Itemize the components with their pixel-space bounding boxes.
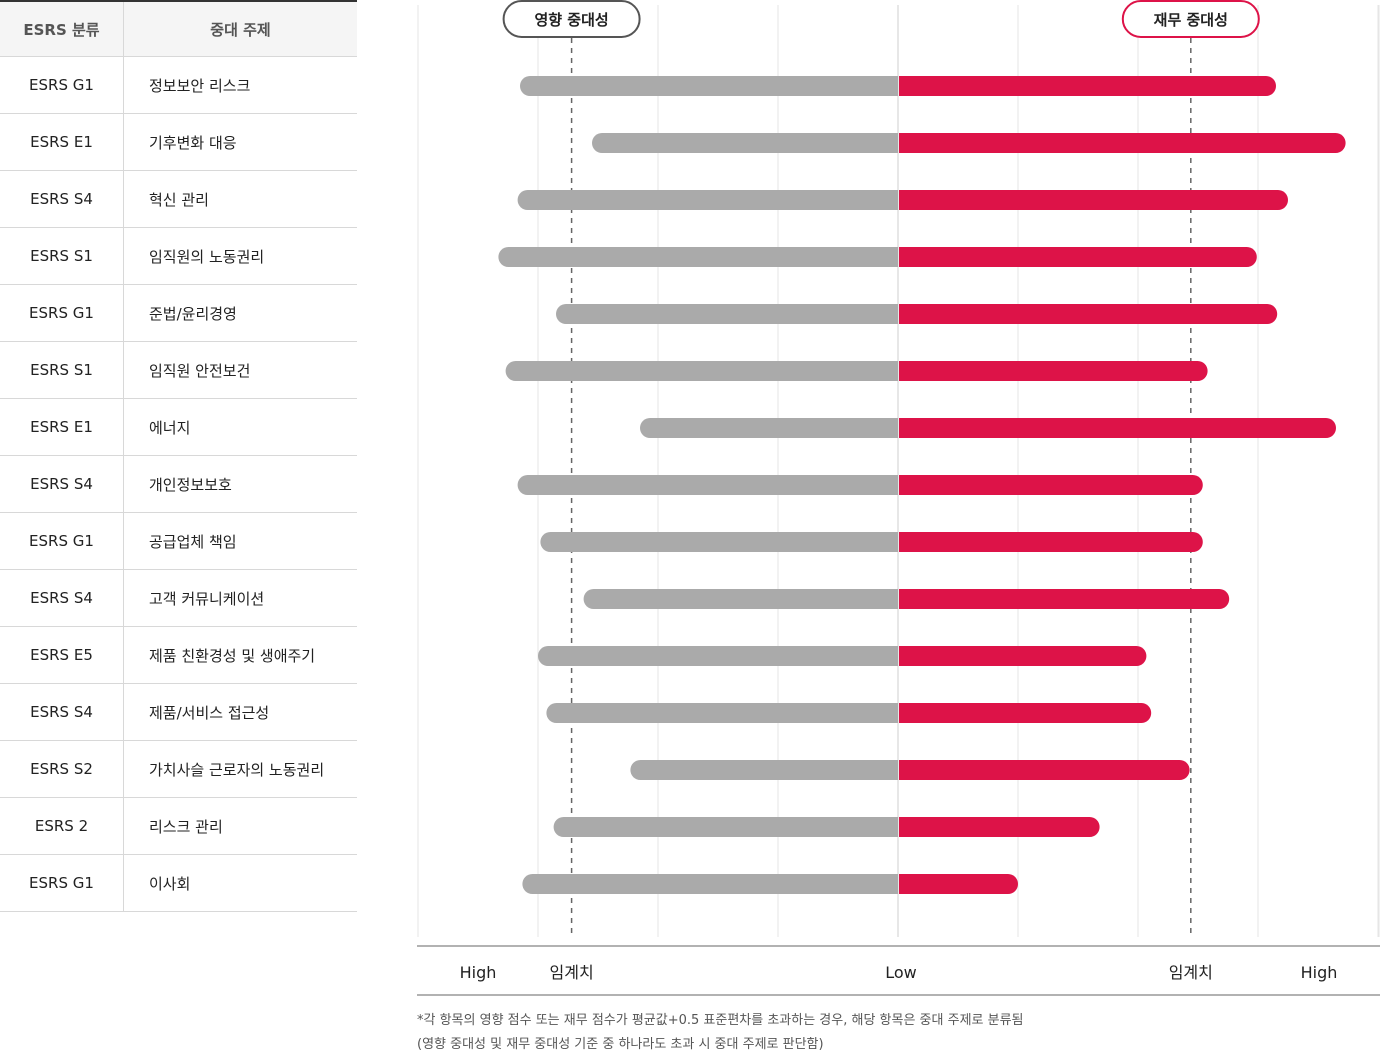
impact-bar — [546, 703, 898, 723]
chart-axis: High 임계치 Low 임계치 High — [417, 945, 1380, 996]
impact-bar — [522, 874, 898, 894]
esrs-category: ESRS S1 — [0, 342, 124, 398]
financial-materiality-label: 재무 중대성 — [1154, 11, 1228, 29]
esrs-category: ESRS S1 — [0, 228, 124, 284]
esrs-category: ESRS G1 — [0, 285, 124, 341]
material-topic: 제품/서비스 접근성 — [149, 703, 270, 722]
impact-bar — [517, 190, 898, 210]
material-topic: 이사회 — [149, 874, 191, 893]
materiality-chart: 영향 중대성 재무 중대성 High 임계치 Low 임계치 High — [417, 0, 1380, 996]
table-row: ESRS G1 공급업체 책임 — [0, 513, 357, 570]
impact-bar — [517, 475, 898, 495]
chart-bars — [498, 76, 1346, 894]
table-header: ESRS 분류 중대 주제 — [0, 0, 357, 57]
axis-label-right-high: High — [1301, 963, 1338, 982]
impact-bar — [498, 247, 898, 267]
esrs-category: ESRS E5 — [0, 627, 124, 683]
table-row: ESRS E5 제품 친환경성 및 생애주기 — [0, 627, 357, 684]
table-row: ESRS S4 제품/서비스 접근성 — [0, 684, 357, 741]
financial-bar — [899, 874, 1018, 894]
material-topic: 제품 친환경성 및 생애주기 — [149, 646, 316, 665]
esrs-category: ESRS G1 — [0, 513, 124, 569]
header-esrs: ESRS 분류 — [0, 2, 124, 56]
table-row: ESRS S2 가치사슬 근로자의 노동권리 — [0, 741, 357, 798]
table-body: ESRS G1 정보보안 리스크 ESRS E1 기후변화 대응 ESRS S4 혁신 관… — [0, 57, 357, 912]
esrs-category: ESRS G1 — [0, 57, 124, 113]
material-topic: 임직원 안전보건 — [149, 361, 251, 380]
financial-bar — [899, 247, 1257, 267]
financial-bar — [899, 475, 1203, 495]
table-row: ESRS E1 기후변화 대응 — [0, 114, 357, 171]
impact-bar — [538, 646, 898, 666]
financial-bar — [899, 817, 1100, 837]
table-row: ESRS G1 준법/윤리경영 — [0, 285, 357, 342]
impact-bar — [553, 817, 898, 837]
esrs-category: ESRS S4 — [0, 456, 124, 512]
table-row: ESRS S4 개인정보보호 — [0, 456, 357, 513]
material-topic: 공급업체 책임 — [149, 532, 237, 551]
financial-bar — [899, 361, 1208, 381]
material-topic: 에너지 — [149, 418, 191, 437]
esrs-category: ESRS S4 — [0, 171, 124, 227]
financial-bar — [899, 190, 1288, 210]
esrs-category: ESRS S4 — [0, 570, 124, 626]
financial-bar — [899, 76, 1276, 96]
impact-bar — [520, 76, 898, 96]
financial-bar — [899, 760, 1190, 780]
table-row: ESRS G1 이사회 — [0, 855, 357, 912]
legend-pills: 영향 중대성 재무 중대성 — [502, 0, 1260, 38]
material-topic: 개인정보보호 — [149, 475, 232, 494]
table-row: ESRS G1 정보보안 리스크 — [0, 57, 357, 114]
table-row: ESRS S4 고객 커뮤니케이션 — [0, 570, 357, 627]
material-topic: 리스크 관리 — [149, 817, 223, 836]
material-topic: 고객 커뮤니케이션 — [149, 589, 265, 608]
financial-bar — [899, 646, 1147, 666]
impact-materiality-pill — [502, 0, 641, 38]
financial-bar — [899, 418, 1336, 438]
material-topic: 기후변화 대응 — [149, 133, 237, 152]
impact-bar — [583, 589, 898, 609]
table-row: ESRS S1 임직원 안전보건 — [0, 342, 357, 399]
financial-bar — [899, 133, 1346, 153]
esrs-category: ESRS S4 — [0, 684, 124, 740]
financial-bar — [899, 703, 1152, 723]
table-row: ESRS S4 혁신 관리 — [0, 171, 357, 228]
esrs-category: ESRS E1 — [0, 399, 124, 455]
impact-bar — [540, 532, 898, 552]
table-row: ESRS E1 에너지 — [0, 399, 357, 456]
axis-label-center: Low — [885, 963, 917, 982]
esrs-category: ESRS G1 — [0, 855, 124, 911]
table-row: ESRS 2 리스크 관리 — [0, 798, 357, 855]
impact-bar — [556, 304, 898, 324]
axis-label-left-high: High — [460, 963, 497, 982]
footnote-line-2: (영향 중대성 및 재무 중대성 기준 중 하나라도 초과 시 중대 주제로 판… — [417, 1037, 824, 1052]
impact-bar — [592, 133, 898, 153]
material-topic: 가치사슬 근로자의 노동권리 — [149, 760, 325, 779]
materiality-table: ESRS 분류 중대 주제 ESRS G1 정보보안 리스크 ESRS E1 기후변화… — [0, 0, 357, 912]
material-topic: 임직원의 노동권리 — [149, 247, 265, 266]
esrs-category: ESRS E1 — [0, 114, 124, 170]
impact-bar — [640, 418, 898, 438]
chart-grid — [417, 5, 1380, 937]
impact-bar — [505, 361, 898, 381]
material-topic: 혁신 관리 — [149, 190, 209, 209]
table-row: ESRS S1 임직원의 노동권리 — [0, 228, 357, 285]
esrs-category: ESRS 2 — [0, 798, 124, 854]
financial-materiality-pill — [1121, 0, 1260, 38]
financial-bar — [899, 532, 1203, 552]
financial-bar — [899, 589, 1230, 609]
impact-materiality-label: 영향 중대성 — [534, 11, 608, 29]
financial-bar — [899, 304, 1278, 324]
material-topic: 준법/윤리경영 — [149, 304, 237, 323]
axis-label-right-threshold: 임계치 — [1169, 963, 1213, 982]
axis-label-left-threshold: 임계치 — [550, 963, 594, 982]
header-topic: 중대 주제 — [210, 20, 271, 39]
esrs-category: ESRS S2 — [0, 741, 124, 797]
material-topic: 정보보안 리스크 — [149, 76, 251, 95]
impact-bar — [630, 760, 898, 780]
footnote-line-1: *각 항목의 영향 점수 또는 재무 점수가 평균값+0.5 표준편차를 초과하… — [417, 1013, 1024, 1028]
